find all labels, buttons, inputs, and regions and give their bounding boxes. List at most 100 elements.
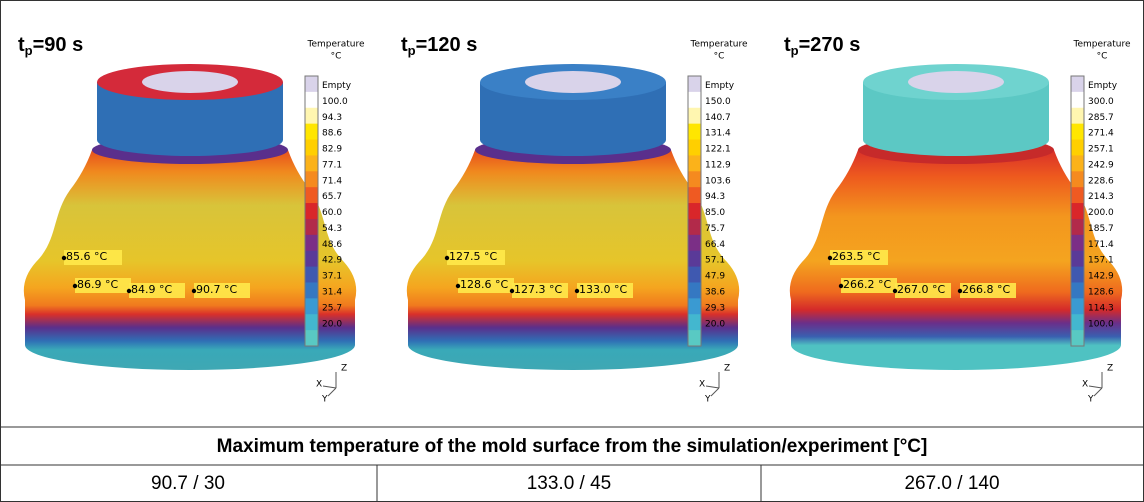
probe-label: 127.5 °C (449, 250, 497, 263)
legend-swatch (305, 267, 318, 283)
probe-label: 263.5 °C (832, 250, 880, 263)
axis-line (323, 386, 336, 388)
probe-label: 85.6 °C (66, 250, 107, 263)
legend-label: 31.4 (322, 288, 342, 298)
axis-label: Y (704, 395, 711, 405)
legend-swatch (305, 92, 318, 108)
legend-label: 157.1 (1088, 256, 1114, 266)
legend-label: 114.3 (1088, 303, 1114, 313)
probe-label: 86.9 °C (77, 278, 118, 291)
table-cell: 90.7 / 30 (151, 473, 225, 494)
legend-label: 214.3 (1088, 192, 1114, 202)
legend-title: Temperature (306, 40, 364, 50)
legend-swatch (688, 108, 701, 124)
legend-label: Empty (322, 81, 352, 91)
legend-label: 131.4 (705, 129, 731, 139)
probe-label: 266.8 °C (962, 283, 1010, 296)
legend-unit: °C (1097, 52, 1108, 62)
legend-label: 103.6 (705, 176, 731, 186)
legend-swatch (1071, 251, 1084, 267)
legend-swatch (688, 235, 701, 251)
legend-label: 29.3 (705, 303, 725, 313)
legend-label: Empty (705, 81, 735, 91)
axis-label: X (316, 380, 322, 390)
legend-swatch (305, 203, 318, 219)
legend-label: 300.0 (1088, 97, 1114, 107)
mold-top-hole (142, 71, 238, 93)
legend-swatch (1071, 267, 1084, 283)
panel: tp=90 s85.6 °C86.9 °C84.9 °C90.7 °CTempe… (18, 34, 365, 404)
legend-label: 200.0 (1088, 208, 1114, 218)
legend-swatch (305, 314, 318, 330)
legend-unit: °C (714, 52, 725, 62)
panel: tp=270 s263.5 °C266.2 °C267.0 °C266.8 °C… (784, 34, 1131, 404)
legend-swatch (1071, 298, 1084, 314)
axis-line (1094, 388, 1102, 396)
title-part: p (791, 43, 799, 58)
legend-swatch (305, 219, 318, 235)
legend-swatch (1071, 282, 1084, 298)
figure: Maximum temperature of the mold surface … (0, 0, 1144, 502)
legend-swatch (688, 251, 701, 267)
axis-line (711, 388, 719, 396)
legend-swatch (305, 155, 318, 171)
legend-swatch (1071, 219, 1084, 235)
legend-swatch (305, 140, 318, 156)
legend-swatch (305, 235, 318, 251)
legend-title: Temperature (1072, 40, 1130, 50)
mold-top-hole (525, 71, 621, 93)
legend-label: 100.0 (322, 97, 348, 107)
title-part: =120 s (416, 34, 478, 56)
legend-label: 25.7 (322, 303, 342, 313)
legend-swatch (305, 298, 318, 314)
axis-line (1089, 386, 1102, 388)
legend-swatch (305, 108, 318, 124)
legend-swatch (688, 155, 701, 171)
legend-swatch (1071, 108, 1084, 124)
axis-label: X (699, 380, 705, 390)
legend-swatch (688, 171, 701, 187)
axis-line (328, 388, 336, 396)
legend-swatch (1071, 187, 1084, 203)
legend-label: 77.1 (322, 160, 342, 170)
legend-swatch (305, 330, 318, 346)
legend-swatch (1071, 330, 1084, 346)
legend-label: 85.0 (705, 208, 725, 218)
axis-line (706, 386, 719, 388)
axis-label: Y (1087, 395, 1094, 405)
table-header: Maximum temperature of the mold surface … (217, 436, 928, 457)
legend-swatch (1071, 124, 1084, 140)
title-part: =270 s (799, 34, 861, 56)
legend-label: 75.7 (705, 224, 725, 234)
legend-label: 66.4 (705, 240, 725, 250)
legend-swatch (305, 251, 318, 267)
legend-label: 242.9 (1088, 160, 1114, 170)
legend-label: 185.7 (1088, 224, 1114, 234)
legend-swatch (305, 124, 318, 140)
axis-label: Z (1107, 364, 1113, 374)
probe-label: 127.3 °C (514, 283, 562, 296)
legend-unit: °C (331, 52, 342, 62)
axis-label: Y (321, 395, 328, 405)
legend-swatch (688, 203, 701, 219)
legend-swatch (305, 76, 318, 92)
legend-label: 37.1 (322, 272, 342, 282)
legend-label: 112.9 (705, 160, 731, 170)
legend-label: 100.0 (1088, 319, 1114, 329)
probe-label: 133.0 °C (579, 283, 627, 296)
legend-label: 142.9 (1088, 272, 1114, 282)
legend-label: 57.1 (705, 256, 725, 266)
legend-label: 228.6 (1088, 176, 1114, 186)
panel: tp=120 s127.5 °C128.6 °C127.3 °C133.0 °C… (401, 34, 748, 404)
axis-label: Z (724, 364, 730, 374)
legend-swatch (1071, 235, 1084, 251)
legend-swatch (688, 314, 701, 330)
legend-label: 65.7 (322, 192, 342, 202)
legend-label: 257.1 (1088, 145, 1114, 155)
legend-label: 171.4 (1088, 240, 1114, 250)
legend-label: 42.9 (322, 256, 342, 266)
legend-label: 94.3 (322, 113, 342, 123)
legend-swatch (1071, 92, 1084, 108)
legend-label: 47.9 (705, 272, 725, 282)
legend-label: 128.6 (1088, 288, 1114, 298)
